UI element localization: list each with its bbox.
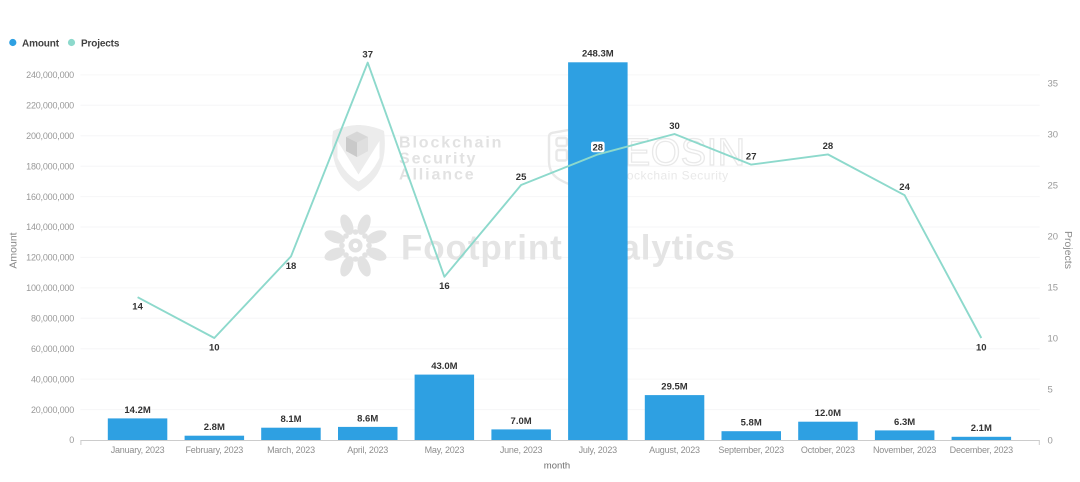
svg-text:5.8M: 5.8M [741,418,762,429]
svg-text:37: 37 [362,49,373,60]
svg-text:43.0M: 43.0M [431,361,457,372]
svg-text:240,000,000: 240,000,000 [26,70,74,80]
svg-text:September, 2023: September, 2023 [718,445,784,455]
svg-text:30: 30 [1048,129,1059,140]
svg-text:Blockchain Security: Blockchain Security [615,169,728,183]
svg-text:220,000,000: 220,000,000 [26,101,74,111]
svg-text:15: 15 [1048,282,1059,293]
svg-text:60,000,000: 60,000,000 [31,344,74,354]
svg-text:June, 2023: June, 2023 [500,445,543,455]
svg-text:January, 2023: January, 2023 [111,445,165,455]
svg-text:Alliance: Alliance [399,167,476,184]
svg-text:Projects: Projects [81,38,120,49]
svg-text:October, 2023: October, 2023 [801,445,855,455]
svg-text:27: 27 [746,151,757,162]
svg-text:February, 2023: February, 2023 [186,445,244,455]
svg-text:Security: Security [399,151,477,168]
svg-text:month: month [544,460,570,471]
svg-text:Blockchain: Blockchain [399,134,503,151]
svg-text:18: 18 [286,261,297,272]
svg-text:180,000,000: 180,000,000 [26,161,74,171]
svg-text:28: 28 [593,142,604,153]
svg-text:200,000,000: 200,000,000 [26,131,74,141]
svg-text:29.5M: 29.5M [661,382,687,393]
svg-text:10: 10 [976,342,987,353]
svg-text:0: 0 [1048,435,1053,446]
svg-text:40,000,000: 40,000,000 [31,374,74,384]
svg-text:March, 2023: March, 2023 [267,445,315,455]
svg-text:November, 2023: November, 2023 [873,445,936,455]
svg-text:14: 14 [132,302,143,313]
svg-text:April, 2023: April, 2023 [347,445,388,455]
svg-text:2.1M: 2.1M [971,423,992,434]
svg-text:5: 5 [1048,384,1053,395]
svg-text:2.8M: 2.8M [204,422,225,433]
svg-text:20: 20 [1048,231,1059,242]
svg-text:6.3M: 6.3M [894,417,915,428]
svg-text:28: 28 [823,141,834,152]
svg-text:120,000,000: 120,000,000 [26,253,74,263]
svg-text:248.3M: 248.3M [582,49,614,60]
svg-text:10: 10 [209,342,220,353]
svg-text:140,000,000: 140,000,000 [26,222,74,232]
svg-text:100,000,000: 100,000,000 [26,283,74,293]
svg-text:14.2M: 14.2M [124,405,150,416]
svg-text:24: 24 [899,182,910,193]
svg-text:160,000,000: 160,000,000 [26,192,74,202]
svg-text:Amount: Amount [22,38,60,49]
svg-text:30: 30 [669,121,680,132]
svg-text:May, 2023: May, 2023 [425,445,465,455]
svg-text:25: 25 [516,172,527,183]
svg-text:35: 35 [1048,78,1059,89]
svg-text:8.1M: 8.1M [280,414,301,425]
svg-text:Projects: Projects [1062,231,1074,269]
svg-text:16: 16 [439,281,450,292]
svg-text:8.6M: 8.6M [357,413,378,424]
svg-text:July, 2023: July, 2023 [579,445,618,455]
svg-text:20,000,000: 20,000,000 [31,405,74,415]
svg-text:7.0M: 7.0M [511,416,532,427]
svg-text:80,000,000: 80,000,000 [31,314,74,324]
svg-text:25: 25 [1048,180,1059,191]
svg-text:10: 10 [1048,333,1059,344]
svg-text:August, 2023: August, 2023 [649,445,700,455]
svg-text:December, 2023: December, 2023 [950,445,1013,455]
svg-text:0: 0 [69,435,74,445]
svg-text:12.0M: 12.0M [815,408,841,419]
svg-text:Amount: Amount [8,232,20,268]
